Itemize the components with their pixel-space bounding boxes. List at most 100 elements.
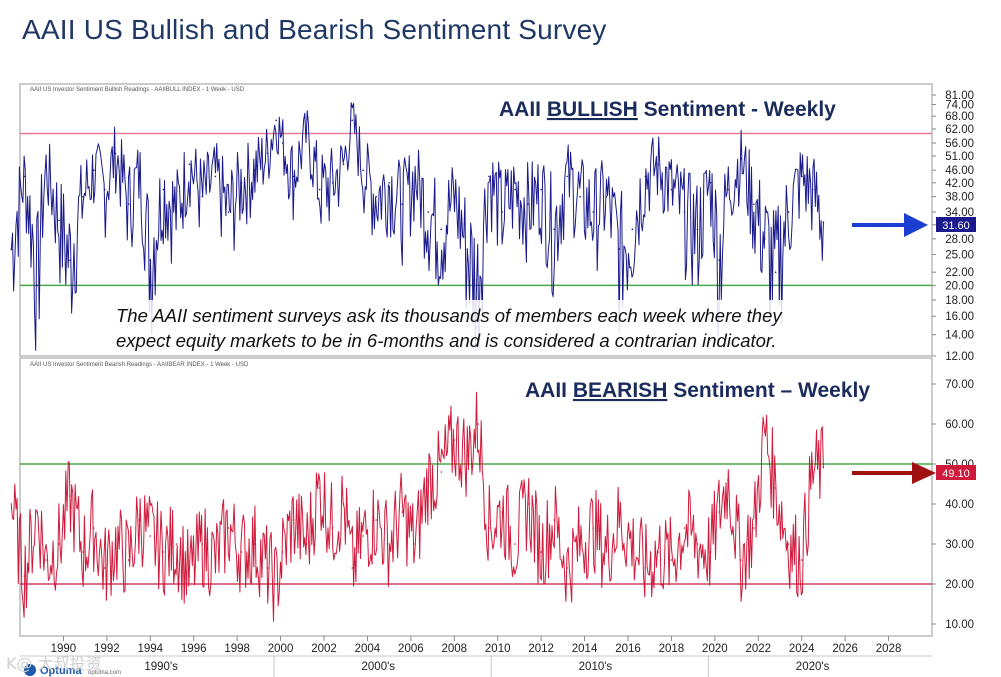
bullish-data-point — [811, 188, 814, 191]
bullish-data-point — [631, 228, 634, 231]
bullish-data-point — [214, 175, 217, 178]
bullish-data-point — [683, 211, 686, 213]
bearish-data-point — [188, 575, 191, 577]
bullish-data-point — [740, 157, 742, 160]
bullish-data-point — [23, 175, 26, 178]
x-tick-label: 2002 — [311, 643, 337, 655]
bullish-data-point — [401, 203, 403, 205]
bearish-data-point — [227, 527, 230, 529]
bearish-data-point — [718, 511, 720, 513]
bullish-header: AAII US Investor Sentiment Bullish Readi… — [30, 87, 245, 93]
y-tick-label: 74.00 — [945, 99, 974, 111]
bearish-data-point — [138, 519, 141, 521]
bullish-data-point — [553, 228, 555, 231]
bearish-data-point — [375, 519, 377, 521]
bullish-series-line — [10, 102, 824, 351]
bearish-data-point — [281, 551, 284, 553]
bullish-data-point — [82, 195, 84, 198]
bullish-data-point — [318, 188, 321, 191]
bearish-data-point — [58, 543, 60, 545]
y-tick-label: 34.00 — [945, 207, 974, 219]
bullish-data-point — [266, 152, 269, 155]
bullish-data-point — [592, 211, 595, 213]
x-tick-label: 2022 — [745, 643, 771, 655]
x-tick-label: 1992 — [94, 643, 120, 655]
bullish-data-point — [127, 203, 130, 205]
bearish-data-point — [427, 479, 430, 481]
y-tick-label: 20.00 — [945, 579, 974, 591]
page-title: AAII US Bullish and Bearish Sentiment Su… — [22, 14, 607, 45]
bullish-data-point — [727, 188, 729, 191]
bearish-data-point — [566, 567, 568, 569]
bearish-data-point — [36, 511, 39, 513]
bearish-data-point — [501, 511, 503, 513]
bullish-data-point — [281, 142, 284, 144]
x-tick-label: 2024 — [789, 643, 815, 655]
y-tick-label: 28.00 — [945, 234, 974, 246]
bearish-data-point — [740, 559, 742, 561]
bullish-data-point — [138, 172, 141, 175]
bearish-data-point — [266, 567, 269, 569]
x-tick-label: 2004 — [355, 643, 381, 655]
y-tick-label: 10.00 — [945, 619, 974, 631]
bullish-data-point — [718, 259, 720, 261]
x-tick-label: 1998 — [224, 643, 250, 655]
bearish-series-line — [10, 391, 824, 622]
bearish-data-point — [787, 543, 790, 545]
bearish-data-point — [388, 543, 390, 545]
bearish-last-value: 49.10 — [942, 468, 970, 480]
y-tick-label: 46.00 — [945, 165, 974, 177]
x-axis-ticks: 1990 1992 1994 1996 1998 2000 2002 2004 2006 2008… — [51, 636, 901, 677]
bullish-data-point — [362, 169, 364, 172]
decade-label: 2020's — [796, 661, 830, 673]
bullish-data-point — [527, 203, 529, 205]
bearish-data-point — [275, 583, 278, 585]
bullish-data-point — [227, 211, 230, 213]
bearish-data-point — [453, 439, 456, 441]
y-tick-label: 60.00 — [945, 419, 974, 431]
bearish-data-point — [23, 575, 26, 577]
y-tick-label: 81.00 — [945, 90, 974, 102]
bearish-data-point — [214, 559, 217, 561]
bearish-data-point — [579, 543, 582, 545]
bullish-data-point — [149, 259, 152, 261]
decade-label: 2010's — [579, 661, 613, 673]
bearish-data-point — [149, 535, 152, 537]
bearish-data-point — [618, 519, 621, 521]
y-tick-label: 25.00 — [945, 250, 974, 262]
bullish-data-point — [670, 188, 673, 191]
y-tick-label: 40.00 — [945, 499, 974, 511]
bullish-data-point — [103, 188, 106, 191]
bearish-data-point — [362, 535, 364, 537]
bearish-data-point — [540, 551, 542, 553]
bearish-data-point — [414, 543, 417, 545]
bearish-data-point — [103, 567, 106, 569]
watermark-text: K@ 大叔投资 — [6, 654, 102, 673]
bullish-data-point — [453, 195, 456, 198]
bullish-data-point — [477, 284, 479, 287]
bullish-data-point — [440, 228, 443, 231]
bullish-data-point — [414, 175, 417, 178]
decade-label: 2000's — [362, 661, 396, 673]
bearish-data-point — [93, 527, 95, 529]
y-tick-label: 22.00 — [945, 267, 974, 279]
bullish-panel-title: AAII BULLISH Sentiment - Weekly — [499, 98, 836, 121]
x-tick-label: 2014 — [572, 643, 598, 655]
x-tick-label: 2018 — [659, 643, 685, 655]
bearish-data-point — [657, 551, 660, 553]
x-tick-label: 2016 — [615, 643, 641, 655]
bullish-data-point — [501, 211, 503, 213]
bullish-data-point — [253, 169, 256, 172]
bearish-data-point — [753, 527, 755, 529]
x-tick-label: 2012 — [528, 643, 554, 655]
bullish-series-layer — [10, 102, 932, 351]
y-tick-label: 30.00 — [945, 539, 974, 551]
bearish-panel-title: AAII BEARISH Sentiment – Weekly — [525, 379, 870, 402]
decade-label: 1990's — [144, 661, 178, 673]
y-tick-label: 62.00 — [945, 124, 974, 136]
bullish-data-point — [774, 271, 777, 273]
bullish-data-point — [114, 152, 117, 155]
bullish-data-point — [331, 182, 334, 184]
